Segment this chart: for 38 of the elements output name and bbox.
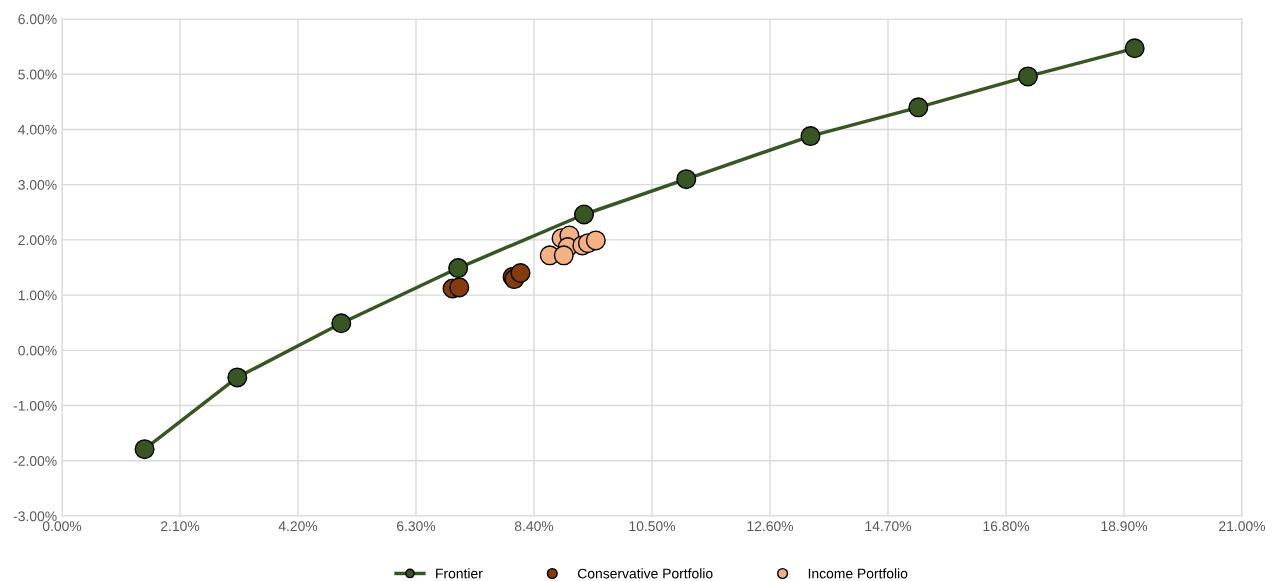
point: [449, 277, 470, 298]
x-tick-label: 4.20%: [278, 521, 318, 532]
y-tick-label: 0.00%: [18, 345, 57, 356]
x-tick-label: 6.30%: [397, 521, 436, 532]
x-tick-label: 14.70%: [865, 521, 912, 532]
x-tick-label: 12.60%: [747, 521, 794, 532]
point: [1124, 38, 1145, 59]
legend-label: Conservative Portfolio: [577, 568, 713, 579]
point: [227, 367, 248, 388]
point: [908, 97, 929, 118]
legend-label: Frontier: [436, 568, 483, 579]
x-tick-label: 16.80%: [983, 521, 1030, 532]
y-tick-label: 5.00%: [18, 69, 57, 80]
x-tick-label: 2.10%: [161, 521, 200, 532]
point: [134, 439, 155, 460]
point: [448, 258, 469, 279]
y-tick-label: 4.00%: [18, 124, 57, 135]
x-tick-label: 10.50%: [629, 521, 676, 532]
point: [331, 313, 352, 334]
y-tick-label: 6.00%: [18, 14, 57, 25]
y-tick-label: 2.00%: [18, 235, 57, 246]
legend-label: Income Portfolio: [808, 568, 908, 579]
x-tick-label: 8.40%: [514, 521, 554, 532]
x-tick-label: 21.00%: [1219, 521, 1266, 532]
y-tick-label: 1.00%: [18, 290, 57, 301]
point: [800, 126, 821, 147]
point: [553, 245, 574, 266]
x-tick-label: 18.90%: [1101, 521, 1148, 532]
y-tick-label: -3.00%: [13, 511, 57, 522]
point: [1017, 66, 1038, 87]
point: [573, 204, 595, 225]
point: [676, 169, 697, 190]
y-tick-label: 3.00%: [18, 180, 57, 190]
x-tick-label: 0.00%: [42, 521, 82, 532]
point: [585, 230, 606, 251]
point: [510, 263, 531, 284]
y-tick-label: -2.00%: [13, 456, 57, 466]
y-tick-label: -1.00%: [13, 400, 57, 411]
